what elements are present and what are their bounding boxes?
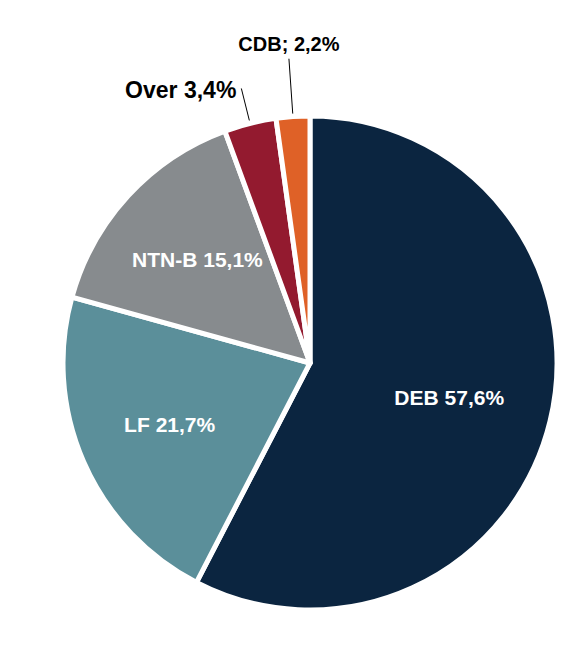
value-label: 15,1%	[203, 248, 263, 271]
data-labels: DEB 57,6% LF 21,7% NTN-B 15,1% Over 3,4%CDB; 2,2…	[124, 33, 504, 436]
data-label: Over 3,4%	[125, 77, 236, 103]
leader-line	[241, 88, 249, 120]
category-label: DEB	[394, 385, 438, 408]
chart: DEB 57,6% LF 21,7% NTN-B 15,1% Over 3,4%CDB; 2,2…	[0, 0, 587, 652]
pie	[63, 116, 557, 610]
category-label: Over	[125, 77, 177, 103]
data-label: LF 21,7%	[124, 413, 215, 436]
leader-line	[289, 59, 293, 114]
pie-slice	[276, 116, 310, 363]
data-label: NTN-B 15,1%	[132, 248, 263, 271]
value-label: 3,4%	[184, 77, 236, 103]
value-label: 2,2%	[294, 33, 340, 55]
value-label: 21,7%	[156, 413, 216, 436]
category-label: NTN-B	[132, 248, 197, 271]
value-label: 57,6%	[445, 385, 505, 408]
category-label: LF	[124, 413, 150, 436]
data-label: CDB; 2,2%	[238, 33, 339, 55]
category-label: CDB;	[238, 33, 288, 55]
data-label: DEB 57,6%	[394, 385, 504, 408]
